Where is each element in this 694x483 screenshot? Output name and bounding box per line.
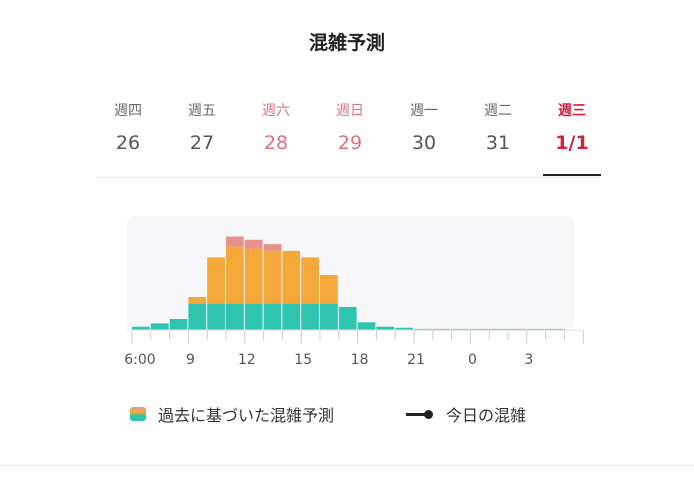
legend: 過去に基づいた混雑予測 今日の混雑 <box>0 402 694 426</box>
tab-date: 26 <box>115 132 141 154</box>
bar-segment <box>263 244 282 251</box>
tab-date-4[interactable]: 週一 30 <box>396 96 452 178</box>
tab-weekday: 週日 <box>336 103 364 119</box>
bottom-divider <box>0 465 694 466</box>
tab-date-6[interactable]: 週三 1/1 <box>543 96 601 178</box>
tab-weekday: 週四 <box>114 103 142 119</box>
bar-segment <box>320 275 338 304</box>
bar-segment <box>301 303 319 330</box>
tab-date-3[interactable]: 週日 29 <box>322 96 378 178</box>
x-tick-label: 21 <box>407 352 425 368</box>
tab-date: 27 <box>189 132 215 154</box>
tab-date: 30 <box>411 132 437 154</box>
bar-segment <box>263 303 282 330</box>
bar-segment <box>226 246 244 304</box>
bar-segment <box>226 303 244 330</box>
bar-segment <box>132 326 150 330</box>
bar-segment <box>301 257 319 304</box>
line-marker-icon <box>406 407 434 421</box>
bar-segment <box>263 250 282 304</box>
bar-segment <box>432 328 451 330</box>
tab-date-2[interactable]: 週六 28 <box>248 96 304 178</box>
bar-segment <box>207 303 225 330</box>
bar-segment <box>414 328 432 330</box>
tab-date-5[interactable]: 週二 31 <box>470 96 526 178</box>
tab-weekday: 週六 <box>262 103 290 119</box>
tab-date-0[interactable]: 週四 26 <box>100 96 156 178</box>
tab-weekday: 週五 <box>188 103 216 119</box>
tab-date-1[interactable]: 週五 27 <box>174 96 230 178</box>
bar-segment <box>188 297 207 304</box>
tab-date: 29 <box>337 132 363 154</box>
legend-forecast: 過去に基づいた混雑予測 <box>130 402 334 426</box>
page-title: 混雑予測 <box>308 32 385 54</box>
date-tabs: 週四 26 週五 27 週六 28 週日 29 週一 30 週二 31 週三 1/1 <box>90 96 610 178</box>
legend-forecast-label: 過去に基づいた混雑予測 <box>158 406 335 425</box>
tab-date: 31 <box>485 132 511 154</box>
x-tick-label: 9 <box>186 352 195 368</box>
bar-segment <box>188 303 207 330</box>
bar-segment <box>244 248 263 304</box>
bar-segment <box>207 257 225 304</box>
bar-segment <box>150 323 169 330</box>
legend-today: 今日の混雑 <box>406 402 526 426</box>
legend-today-label: 今日の混雑 <box>446 406 527 425</box>
tab-date: 28 <box>263 132 289 154</box>
forecast-swatch-icon <box>130 407 146 421</box>
bar-segment <box>282 250 301 304</box>
x-tick-label: 0 <box>468 352 477 368</box>
tab-weekday: 週三 <box>558 103 586 119</box>
bar-segment <box>489 328 507 330</box>
x-tick-label: 3 <box>524 352 533 368</box>
bar-segment <box>451 328 470 330</box>
bar-segment <box>338 306 357 330</box>
crowd-chart: 6:00 9 12 15 18 21 0 3 <box>124 236 584 368</box>
bar-segment <box>508 328 526 330</box>
bar-segment <box>470 328 489 330</box>
x-tick-label: 15 <box>294 352 312 368</box>
tab-weekday: 週二 <box>484 103 512 119</box>
bar-segment <box>169 319 188 330</box>
bar-segment <box>244 303 263 330</box>
tab-divider <box>98 177 600 178</box>
bar-segment <box>244 239 263 249</box>
bar-segment <box>357 322 376 330</box>
tab-weekday: 週一 <box>410 103 438 119</box>
x-tick-label: 18 <box>351 352 369 368</box>
bar-segment <box>526 328 545 330</box>
bar-segment <box>545 328 564 330</box>
bar-segment <box>395 327 413 330</box>
bar-segment <box>226 236 244 247</box>
bar-segment <box>282 303 301 330</box>
x-tick-label: 6:00 <box>124 352 155 368</box>
bar-segment <box>320 303 338 330</box>
x-tick-label: 12 <box>238 352 256 368</box>
tab-date: 1/1 <box>555 132 589 154</box>
bar-segment <box>376 326 395 330</box>
